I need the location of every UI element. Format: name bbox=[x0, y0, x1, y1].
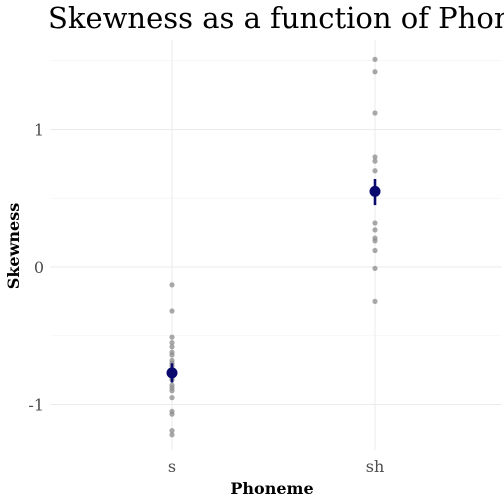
data-point bbox=[372, 238, 378, 244]
data-point bbox=[372, 265, 378, 271]
data-point bbox=[372, 56, 378, 62]
data-point bbox=[372, 298, 378, 304]
data-point bbox=[169, 388, 175, 394]
y-axis-ticks: -1 0 1 bbox=[28, 121, 44, 415]
mean-markers bbox=[166, 179, 381, 383]
data-point bbox=[372, 220, 378, 226]
mean-point bbox=[369, 185, 381, 197]
data-point bbox=[169, 340, 175, 346]
data-point bbox=[169, 334, 175, 340]
data-point bbox=[372, 154, 378, 160]
chart-title: Skewness as a function of Phoneme bbox=[48, 1, 504, 35]
data-point bbox=[372, 247, 378, 254]
data-point bbox=[372, 110, 378, 116]
data-point bbox=[372, 227, 378, 233]
data-point bbox=[169, 395, 175, 401]
mean-point bbox=[166, 367, 178, 379]
data-point bbox=[169, 344, 175, 350]
y-tick-label: -1 bbox=[28, 396, 44, 415]
data-point bbox=[169, 411, 175, 417]
x-axis-ticks: s sh bbox=[168, 457, 384, 476]
x-tick-label: s bbox=[168, 457, 176, 476]
data-point bbox=[169, 308, 175, 314]
y-axis-title: Skewness bbox=[4, 203, 23, 289]
data-point bbox=[169, 352, 175, 358]
grid-lines bbox=[50, 40, 502, 450]
y-tick-label: 0 bbox=[34, 258, 44, 277]
x-axis-title: Phoneme bbox=[230, 479, 313, 498]
data-point bbox=[169, 282, 175, 288]
data-points bbox=[169, 56, 378, 438]
data-point bbox=[372, 158, 378, 164]
data-point bbox=[169, 428, 175, 434]
data-point bbox=[372, 168, 378, 174]
data-point bbox=[169, 432, 175, 438]
x-tick-label: sh bbox=[366, 457, 385, 476]
y-tick-label: 1 bbox=[34, 121, 44, 140]
data-point bbox=[372, 69, 378, 75]
